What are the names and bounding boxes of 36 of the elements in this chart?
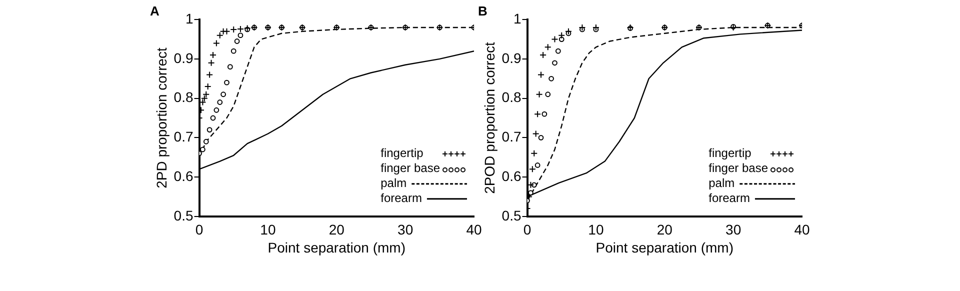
x-tick-label: 30 (726, 222, 742, 238)
y-tick-label: 0.6 (502, 168, 522, 184)
x-tick-label: 10 (260, 222, 276, 238)
x-tick-label: 40 (794, 222, 810, 238)
legend-label: finger base (380, 161, 440, 176)
legend-label: palm (708, 176, 735, 190)
x-tick-label: 0 (195, 222, 204, 238)
y-tick-label: 0.5 (174, 207, 194, 224)
x-axis-title: Point separation (mm) (268, 239, 406, 256)
y-axis-title: 2POD proportion correct (481, 42, 498, 194)
x-tick-label: 30 (398, 222, 414, 238)
y-tick-label: 0.8 (502, 89, 522, 106)
legend-label: forearm (708, 191, 750, 206)
y-tick-label: 0.6 (174, 168, 194, 184)
x-tick-label: 10 (588, 222, 604, 238)
x-tick-label: 20 (656, 222, 673, 238)
x-tick-label: 0 (523, 222, 532, 238)
y-tick-label: 1 (513, 10, 522, 26)
y-tick-label: 0.8 (174, 89, 194, 106)
y-tick-label: 0.9 (502, 50, 522, 66)
y-tick-label: 0.5 (502, 207, 522, 224)
y-tick-label: 1 (185, 10, 194, 26)
legend-label: forearm (380, 191, 422, 206)
y-tick-label: 0.7 (174, 128, 194, 145)
legend-label: fingertip (708, 146, 752, 160)
x-tick-label: 20 (328, 222, 345, 238)
x-axis-title: Point separation (mm) (596, 239, 734, 256)
y-axis-title: 2PD proportion correct (153, 47, 170, 188)
legend-label: fingertip (380, 146, 424, 160)
chart-title: B (478, 3, 488, 18)
legend-label: finger base (708, 161, 768, 176)
chart-title: A (150, 3, 160, 18)
x-tick-label: 40 (466, 222, 482, 238)
legend-label: palm (380, 176, 407, 190)
y-tick-label: 0.9 (174, 50, 194, 66)
y-tick-label: 0.7 (502, 128, 522, 145)
